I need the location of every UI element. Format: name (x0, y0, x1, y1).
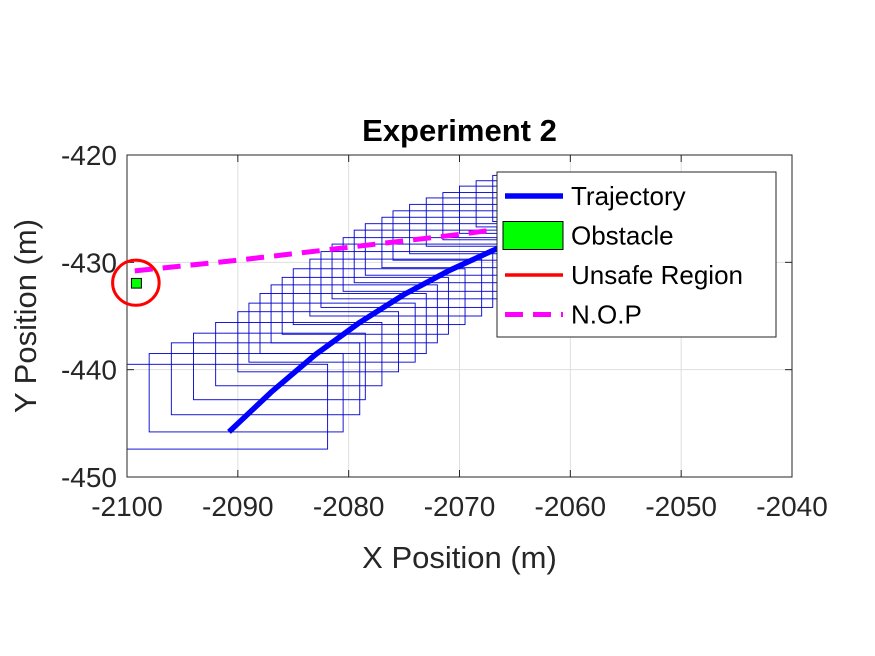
legend-entry: Obstacle (502, 221, 674, 251)
x-tick-label: -2100 (91, 491, 163, 522)
unsafe-region-circle (111, 258, 161, 307)
reachable-set-box (320, 251, 494, 308)
x-axis-title: X Position (m) (362, 540, 557, 575)
chart-title: Experiment 2 (362, 113, 557, 148)
x-tick-label: -2080 (313, 491, 385, 522)
y-tick-label: -420 (61, 140, 117, 171)
x-tick-label: -2040 (756, 491, 828, 522)
reachable-set-box (237, 311, 399, 373)
reachable-set-box (215, 321, 383, 387)
reachable-set-box (248, 302, 416, 363)
legend-label: Trajectory (571, 181, 686, 211)
legend-label: N.O.P (571, 300, 642, 330)
y-axis-title: Y Position (m) (8, 219, 43, 413)
legend-entry: Unsafe Region (505, 260, 743, 290)
legend-swatch-obstacle (502, 221, 564, 250)
reachable-set-box (148, 353, 344, 433)
legend-box (496, 171, 777, 338)
y-tick-label: -430 (61, 247, 117, 278)
legend-label: Obstacle (571, 221, 674, 251)
obstacle-patch (130, 277, 142, 289)
reachable-set-box (309, 258, 483, 317)
x-tick-label: -2060 (535, 491, 607, 522)
legend-entry: Trajectory (505, 181, 686, 211)
x-tick-label: -2090 (202, 491, 274, 522)
y-tick-label: -440 (61, 355, 117, 386)
reachable-set-box (292, 268, 466, 326)
reachable-set-box (170, 342, 361, 416)
legend-label: Unsafe Region (571, 260, 743, 290)
reachable-set-box (127, 363, 329, 450)
reachable-set-box (281, 276, 449, 335)
trajectory-line (227, 229, 539, 434)
reachable-set-box (270, 284, 438, 344)
y-tick-label: -450 (61, 462, 117, 493)
legend-entry: N.O.P (505, 300, 642, 330)
ticks: -2100 -2090 -2080 -2070 -2060 -2050 -2040 -450 -… (61, 140, 828, 522)
reachable-set-box (259, 293, 427, 355)
reachable-set-box (193, 332, 366, 401)
x-tick-label: -2050 (645, 491, 717, 522)
nop-line (134, 220, 549, 274)
legend: Trajectory Obstacle Unsafe Region N.O.P (496, 171, 777, 338)
x-tick-label: -2070 (424, 491, 496, 522)
